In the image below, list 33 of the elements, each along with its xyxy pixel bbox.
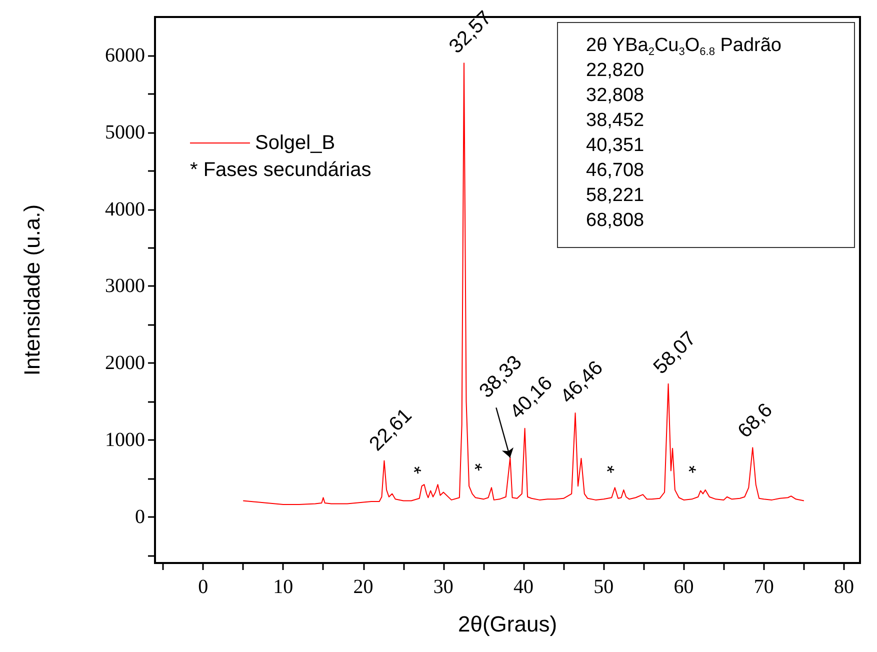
x-tick-label: 60 bbox=[674, 576, 694, 598]
y-tick-label: 0 bbox=[135, 506, 145, 528]
annotation: * bbox=[602, 461, 624, 483]
annotation: 32,808 bbox=[586, 84, 646, 108]
annotation: * bbox=[410, 462, 431, 484]
annotation: 68,6 bbox=[734, 399, 777, 442]
x-tick-label: 20 bbox=[353, 576, 374, 598]
x-tick-label: 30 bbox=[433, 576, 454, 598]
x-tick-label: 10 bbox=[273, 576, 294, 598]
x-tick-label: 0 bbox=[198, 576, 208, 598]
annotation: * bbox=[470, 459, 492, 480]
annotation: 38,452 bbox=[586, 109, 646, 133]
annotation: * bbox=[684, 461, 706, 483]
x-tick-label: 70 bbox=[754, 576, 774, 598]
x-axis-title: 2θ(Graus) bbox=[458, 612, 558, 636]
y-tick-label: 2000 bbox=[105, 352, 145, 374]
x-tick-label: 40 bbox=[514, 576, 534, 598]
y-tick-label: 6000 bbox=[105, 44, 145, 66]
legend-label: Solgel_B bbox=[255, 132, 336, 154]
annotation: 58,221 bbox=[586, 184, 646, 208]
annotation: 40,351 bbox=[586, 134, 646, 158]
y-tick-label: 1000 bbox=[105, 428, 145, 451]
y-axis-title: Intensidade (u.a.) bbox=[20, 204, 44, 376]
annotation: 22,820 bbox=[586, 59, 646, 83]
annotation: 2θ YBa$_{2}$Cu$_{3}$O$_{6.8}$ Padrão bbox=[586, 34, 782, 58]
x-tick-label: 80 bbox=[834, 576, 854, 598]
y-tick-label: 5000 bbox=[105, 121, 145, 144]
annotation: 46,708 bbox=[586, 159, 646, 183]
annotation: * Fases secundárias bbox=[190, 159, 372, 181]
x-tick-label: 50 bbox=[594, 576, 614, 598]
annotation: 68,808 bbox=[586, 209, 646, 233]
y-tick-label: 4000 bbox=[105, 198, 145, 220]
y-tick-label: 3000 bbox=[105, 275, 145, 298]
